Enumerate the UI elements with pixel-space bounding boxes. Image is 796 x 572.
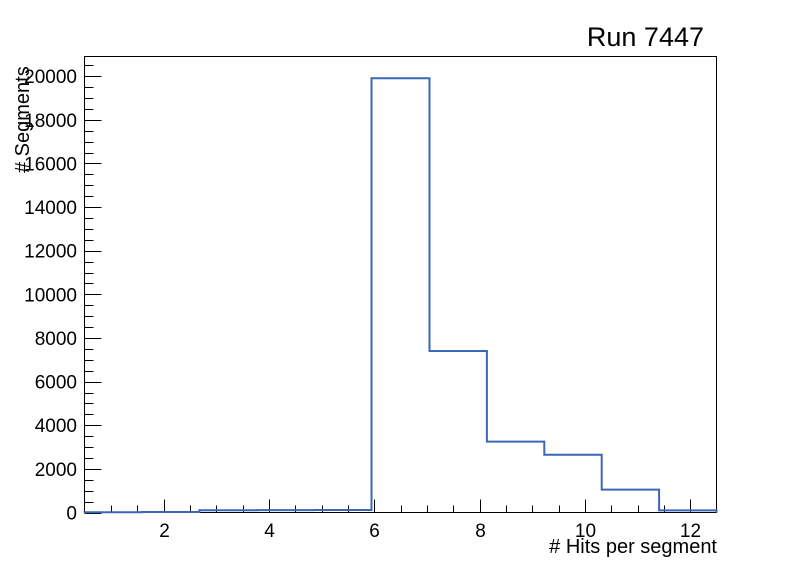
x-tick-label: 12 xyxy=(680,521,701,542)
x-tick-label: 2 xyxy=(159,521,170,542)
y-tick-label: 6000 xyxy=(35,373,77,394)
y-tick-label: 0 xyxy=(66,504,77,525)
plot-frame xyxy=(84,56,717,513)
y-tick-label: 20000 xyxy=(24,67,77,88)
y-axis-title: # Segments xyxy=(12,66,34,173)
y-tick-label: 10000 xyxy=(24,285,77,306)
x-tick-label: 4 xyxy=(264,521,275,542)
x-tick-label: 8 xyxy=(475,521,486,542)
y-tick-label: 14000 xyxy=(24,198,77,219)
y-tick-label: 16000 xyxy=(24,154,77,175)
x-tick-label: 10 xyxy=(575,521,596,542)
x-tick-label: 6 xyxy=(369,521,380,542)
chart-title: Run 7447 xyxy=(586,22,704,52)
y-tick-label: 2000 xyxy=(35,460,77,481)
y-tick-label: 8000 xyxy=(35,329,77,350)
y-tick-label: 12000 xyxy=(24,242,77,263)
y-tick-label: 4000 xyxy=(35,416,77,437)
y-tick-label: 18000 xyxy=(24,111,77,132)
histogram-line xyxy=(83,77,718,514)
x-axis-title: # Hits per segment xyxy=(549,536,717,558)
